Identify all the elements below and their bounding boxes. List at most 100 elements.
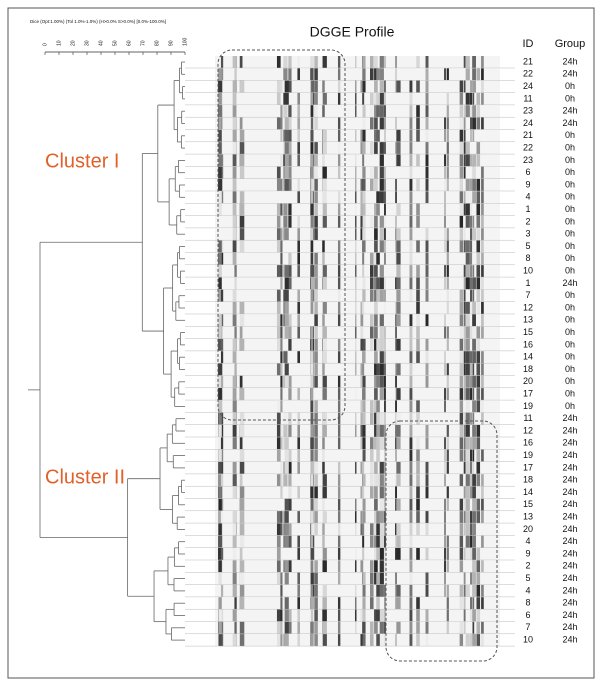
band (465, 375, 470, 388)
band (322, 634, 327, 647)
band (232, 92, 237, 105)
band (314, 154, 318, 167)
band (384, 92, 386, 105)
band (360, 191, 364, 204)
lane-bg (215, 388, 500, 401)
band (310, 486, 314, 499)
band (444, 166, 446, 179)
band (446, 117, 449, 130)
band (384, 203, 386, 216)
band (481, 449, 484, 462)
band (280, 597, 283, 610)
row-id: 23 (523, 106, 533, 116)
band (232, 191, 237, 204)
row-id: 16 (523, 339, 533, 349)
band (239, 621, 245, 634)
band (284, 375, 289, 388)
band (446, 142, 449, 155)
band (425, 166, 429, 179)
band (322, 56, 327, 68)
band (465, 412, 470, 425)
band (416, 129, 420, 142)
band (314, 437, 318, 450)
band (362, 80, 366, 93)
band (472, 609, 476, 622)
band (476, 338, 481, 351)
band (314, 265, 318, 278)
band (374, 142, 378, 155)
band (310, 425, 314, 437)
lane-bg (215, 289, 500, 302)
band (470, 289, 473, 302)
band (409, 560, 413, 573)
band (369, 252, 374, 265)
band (476, 609, 481, 622)
band (481, 498, 484, 511)
band (425, 277, 429, 290)
band (472, 363, 475, 376)
band (459, 92, 464, 105)
band (276, 363, 281, 376)
band (280, 388, 283, 401)
band (288, 117, 292, 130)
band (379, 92, 384, 105)
band (416, 634, 420, 647)
band (395, 338, 397, 351)
highlight-box (385, 420, 498, 662)
band (369, 560, 374, 573)
band (220, 425, 224, 437)
band (297, 412, 300, 425)
band (396, 154, 401, 167)
band (362, 228, 366, 241)
band (280, 277, 283, 290)
band (283, 425, 288, 437)
band (376, 203, 380, 216)
band (459, 142, 464, 155)
band (314, 425, 318, 437)
band (396, 338, 401, 351)
band (297, 584, 300, 597)
band (283, 68, 288, 81)
band (362, 609, 366, 622)
band (297, 535, 300, 548)
lane-bg (215, 68, 500, 81)
band (322, 560, 327, 573)
band (239, 548, 243, 560)
band (218, 634, 222, 647)
band (362, 129, 366, 142)
band (362, 449, 366, 462)
row-group: 0h (565, 93, 575, 103)
lane-bg (215, 425, 500, 437)
band (425, 92, 429, 105)
band (288, 154, 292, 167)
band (234, 326, 237, 339)
band (337, 560, 341, 573)
row-id: 8 (525, 253, 530, 263)
band (376, 338, 380, 351)
band (310, 191, 314, 204)
band (459, 338, 464, 351)
band (396, 523, 401, 536)
band (379, 265, 384, 278)
row-group: 24h (562, 106, 577, 116)
band (280, 486, 283, 499)
band (396, 142, 401, 155)
band (481, 375, 484, 388)
band (369, 412, 374, 425)
band (284, 498, 289, 511)
band (465, 474, 470, 487)
band (476, 363, 481, 376)
band (470, 437, 473, 450)
band (220, 351, 224, 364)
lane-bg (215, 80, 500, 93)
band (384, 80, 386, 93)
band (314, 92, 318, 105)
band (310, 412, 314, 425)
band (284, 142, 289, 155)
band (395, 80, 397, 93)
band (337, 314, 341, 327)
band (288, 523, 292, 536)
band (463, 154, 466, 167)
band (310, 240, 314, 253)
band (276, 535, 281, 548)
